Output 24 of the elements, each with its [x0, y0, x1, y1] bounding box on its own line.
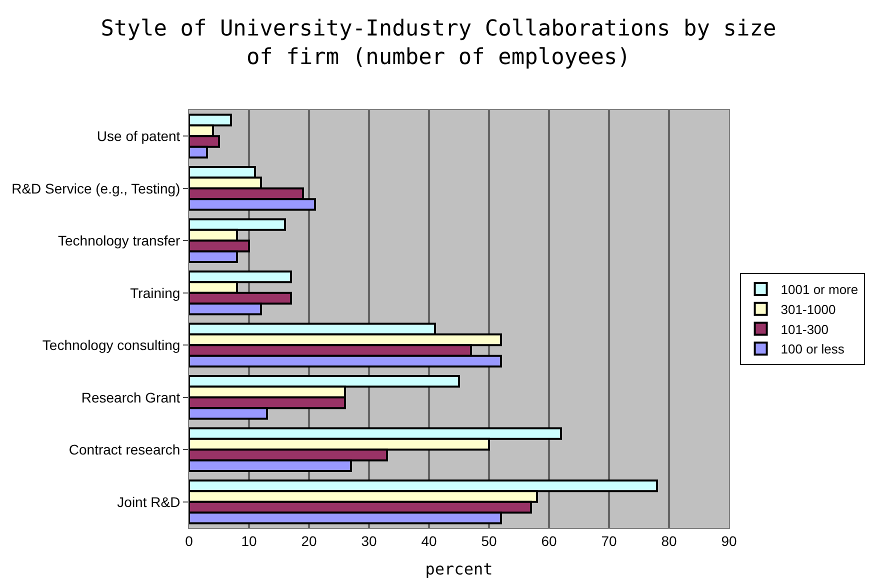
y-tick-label: Technology transfer	[58, 232, 181, 249]
x-tick-label: 60	[541, 532, 557, 549]
x-tick-label: 30	[361, 532, 377, 549]
y-tick-label: Contract research	[68, 442, 180, 458]
y-tick-label: Training	[130, 284, 180, 301]
x-tick-label: 90	[721, 532, 737, 549]
x-tick-label: 80	[661, 532, 677, 549]
x-tick-label: 50	[481, 532, 497, 549]
y-tick-label: R&D Service (e.g., Testing)	[12, 180, 180, 196]
chart-title: Style of University-Industry Collaborations by size of firm (number of employees)	[100, 16, 776, 70]
x-tick-label: 0	[185, 532, 194, 549]
x-tick-label: 20	[301, 532, 317, 549]
y-tick-label: Research Grant	[81, 389, 180, 406]
x-tick-label: 70	[601, 532, 617, 549]
legend-label: 1001 or more	[780, 282, 858, 298]
y-tick-label: Technology consulting	[42, 337, 180, 354]
x-axis-title: percent	[425, 560, 493, 578]
x-tick-label: 40	[421, 532, 437, 549]
y-tick-label: Joint R&D	[117, 494, 180, 510]
y-tick-label: Use of patent	[96, 128, 180, 144]
x-tick-label: 10	[241, 532, 257, 549]
legend-label: 301-1000	[780, 302, 836, 317]
legend-label: 101-300	[780, 322, 829, 337]
legend-label: 100 or less	[780, 342, 845, 357]
